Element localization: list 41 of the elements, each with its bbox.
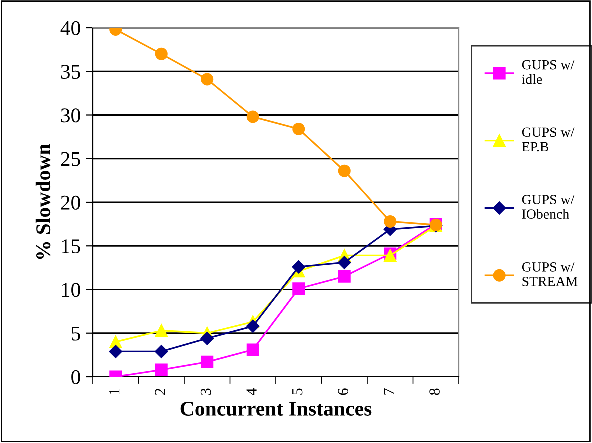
y-tick-label: 25 <box>61 152 80 166</box>
x-tick-label: 3 <box>200 388 212 396</box>
point <box>155 324 168 338</box>
point <box>201 73 214 86</box>
y-axis-title: % Slowdown <box>36 144 51 260</box>
x-tick-label: 6 <box>338 388 348 396</box>
x-tick-label: 8 <box>430 388 440 396</box>
point <box>338 256 352 270</box>
point <box>292 282 306 296</box>
y-tick-label: 15 <box>62 240 80 254</box>
y-tick-label: 40 <box>60 21 80 36</box>
x-tick-label: 5 <box>292 388 303 395</box>
point <box>292 260 306 274</box>
point <box>246 344 260 356</box>
x-tick-label: 7 <box>384 388 394 395</box>
y-tick-label: 30 <box>61 108 80 123</box>
legend-label: GUPS w/ idle <box>522 60 575 84</box>
point <box>109 345 122 358</box>
x-axis-title: Concurrent Instances <box>180 402 372 416</box>
legend-label: GUPS w/ EP.B <box>522 128 575 152</box>
point <box>155 48 168 60</box>
point <box>201 356 214 368</box>
legend-label: GUPS w/ STREAM <box>522 262 578 286</box>
x-tick-label: 2 <box>155 388 166 396</box>
legend-label: GUPS w/ IObench <box>522 195 575 220</box>
point <box>246 110 260 124</box>
point <box>338 164 351 178</box>
x-tick-label: 1 <box>109 389 120 394</box>
y-tick-label: 35 <box>61 65 80 80</box>
point <box>155 345 168 358</box>
point <box>384 215 397 228</box>
point <box>246 320 260 333</box>
point <box>292 122 306 136</box>
point <box>155 364 168 376</box>
point <box>338 270 351 283</box>
y-tick-label: 20 <box>61 196 80 210</box>
x-tick-label: 4 <box>246 388 257 396</box>
point <box>200 332 214 346</box>
y-tick-label: 0 <box>72 370 80 384</box>
y-tick-label: 5 <box>72 326 80 341</box>
y-tick-label: 10 <box>62 283 80 298</box>
